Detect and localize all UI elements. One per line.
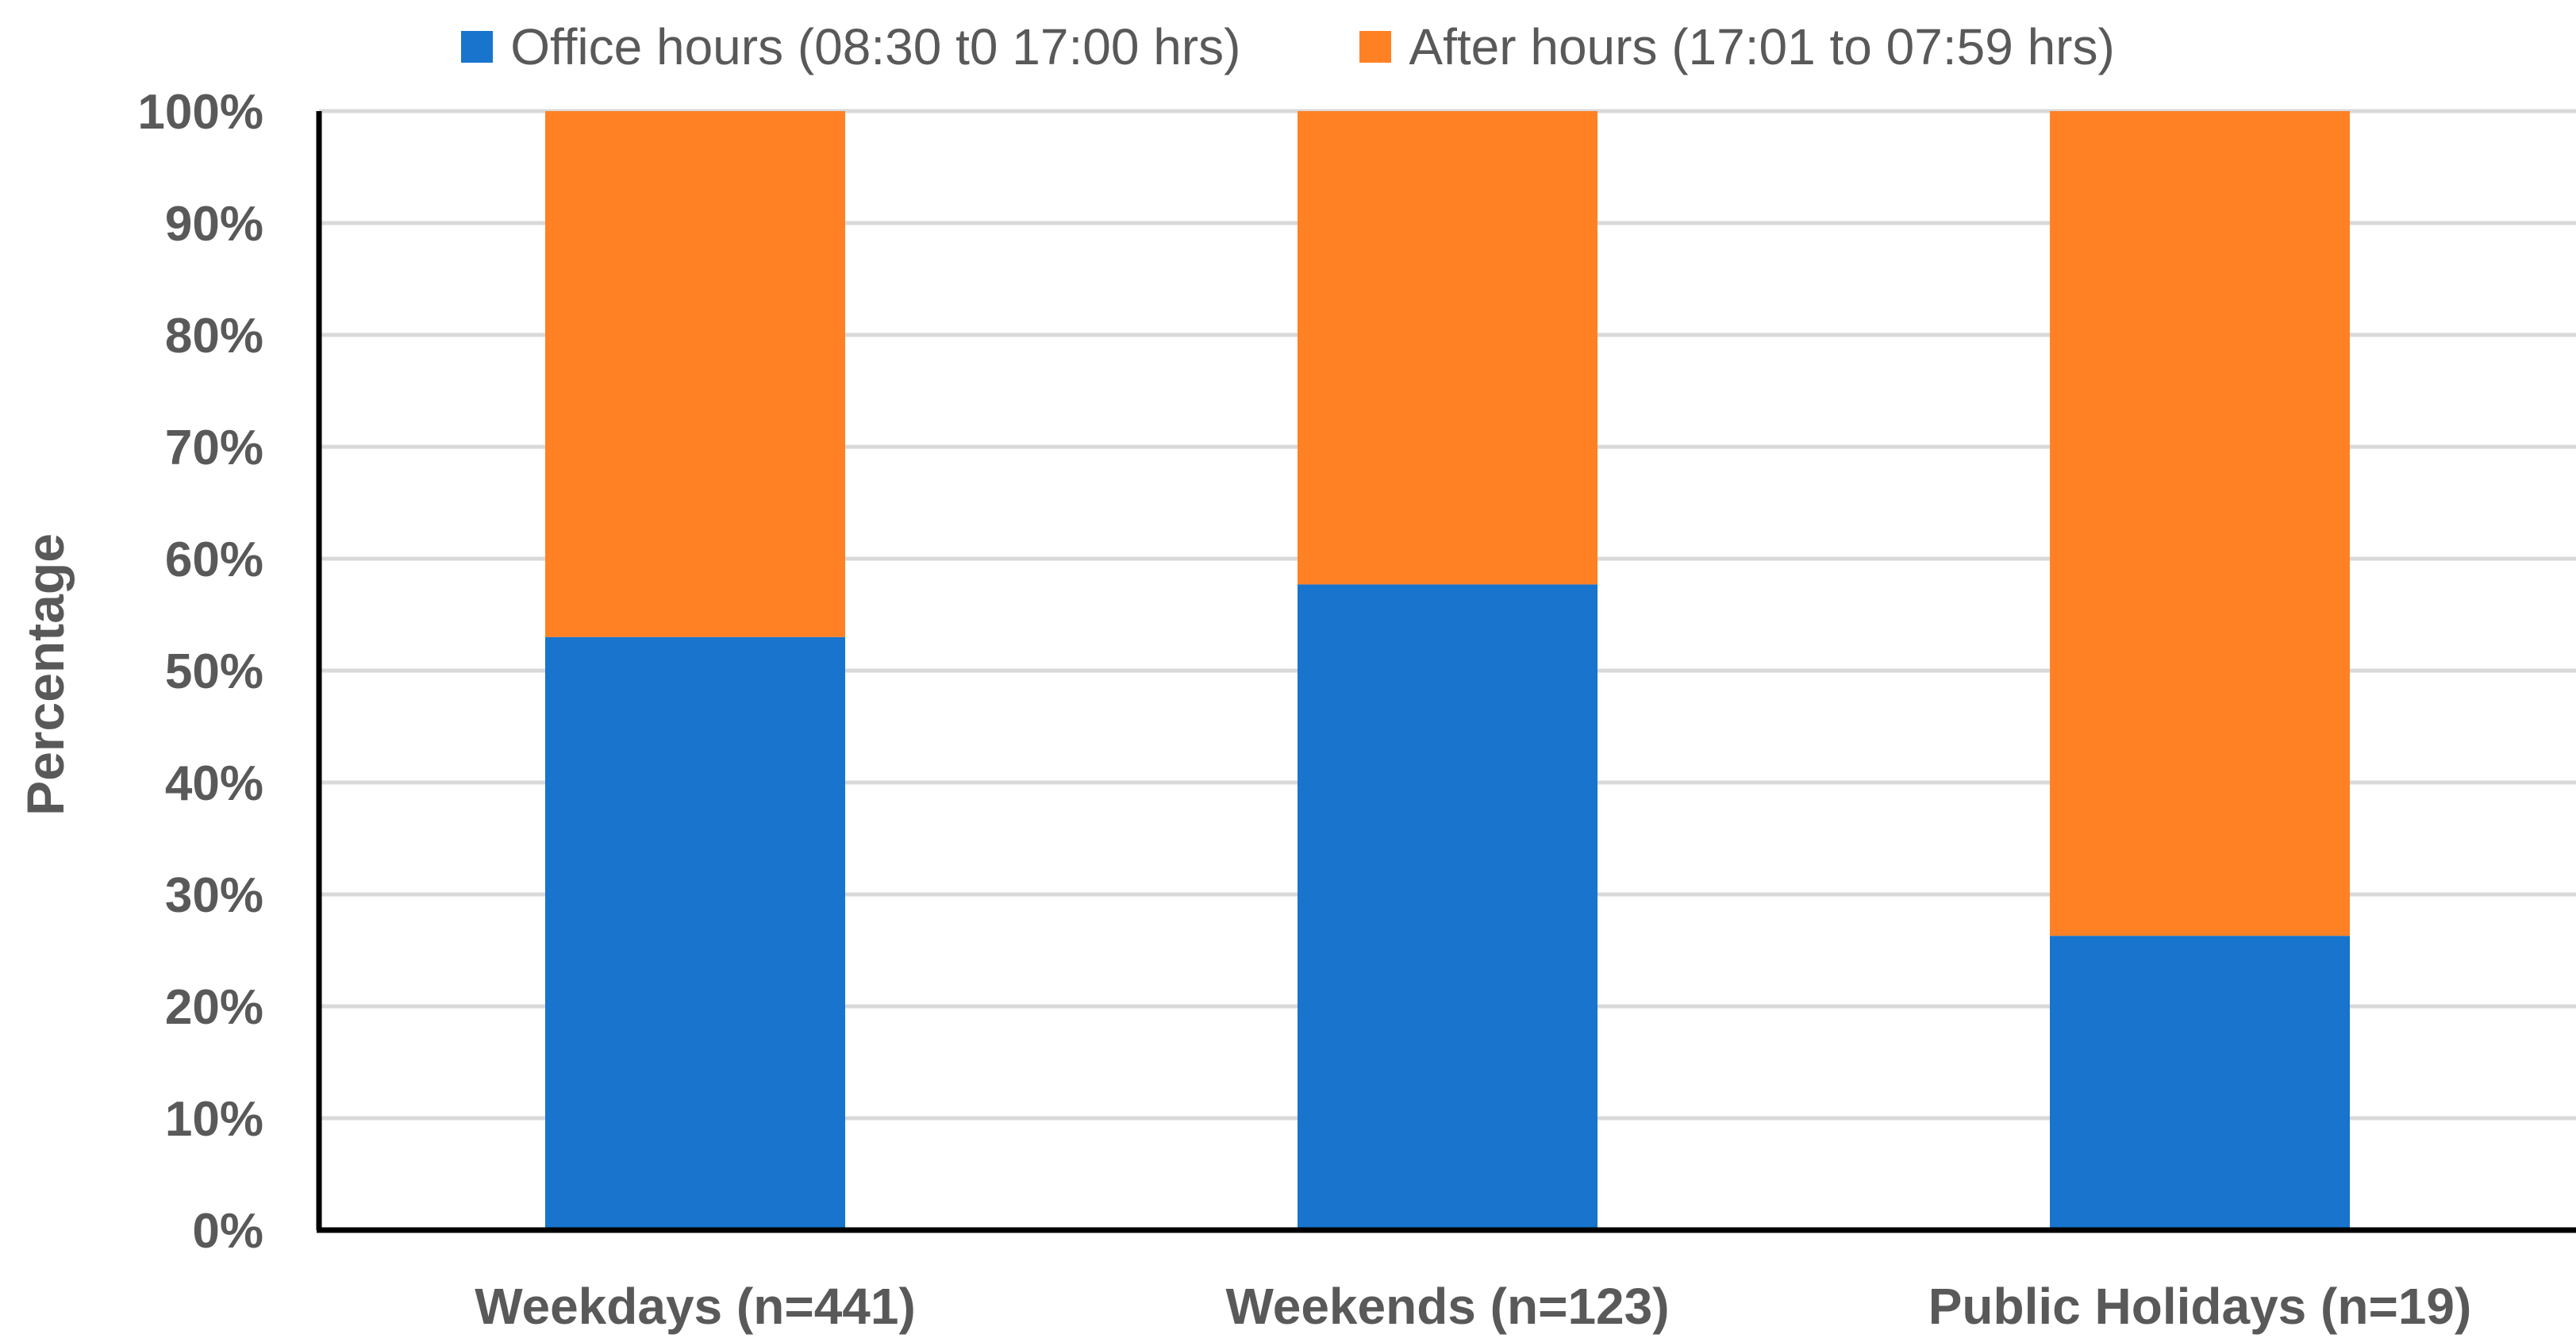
y-tick-label: 30% xyxy=(165,868,263,923)
y-tick-label: 90% xyxy=(165,197,263,252)
bar-office-hours-0 xyxy=(545,636,845,1230)
x-tick-label: Public Holidays (n=19) xyxy=(1928,1278,2472,1335)
axes xyxy=(316,111,2576,1233)
legend-swatch-office-hours xyxy=(461,31,494,63)
y-tick-label: 10% xyxy=(165,1092,263,1147)
bars xyxy=(545,111,2350,1230)
bar-after-hours-1 xyxy=(1298,111,1598,585)
y-tick-label: 60% xyxy=(165,533,263,587)
bar-after-hours-0 xyxy=(545,111,845,637)
bar-office-hours-1 xyxy=(1298,584,1598,1230)
y-tick-label: 40% xyxy=(165,756,263,811)
x-tick-label: Weekends (n=123) xyxy=(1225,1278,1669,1335)
y-tick-label: 100% xyxy=(137,85,263,140)
chart-legend: Office hours (08:30 t0 17:00 hrs) After … xyxy=(0,17,2576,76)
bar-after-hours-2 xyxy=(2050,111,2350,936)
legend-label-after-hours: After hours (17:01 to 07:59 hrs) xyxy=(1409,18,2115,75)
x-tick-label: Weekdays (n=441) xyxy=(475,1278,916,1335)
y-axis-label: Percentage xyxy=(16,533,75,816)
x-tick-labels: Weekdays (n=441) Weekends (n=123) Public H… xyxy=(475,1278,2471,1335)
y-tick-label: 70% xyxy=(165,421,263,475)
y-tick-label: 20% xyxy=(165,980,263,1035)
y-tick-label: 80% xyxy=(165,309,263,363)
y-tick-label: 0% xyxy=(192,1204,263,1259)
bar-office-hours-2 xyxy=(2050,936,2350,1230)
legend-item-after-hours: After hours (17:01 to 07:59 hrs) xyxy=(1359,17,2115,76)
legend-item-office-hours: Office hours (08:30 t0 17:00 hrs) xyxy=(461,17,1240,76)
y-tick-label: 50% xyxy=(165,644,263,699)
y-tick-labels: 0% 10% 20% 30% 40% 50% 60% 70% 80% 90% 100% xyxy=(137,85,263,1259)
legend-swatch-after-hours xyxy=(1359,31,1392,63)
legend-label-office-hours: Office hours (08:30 t0 17:00 hrs) xyxy=(510,18,1241,75)
